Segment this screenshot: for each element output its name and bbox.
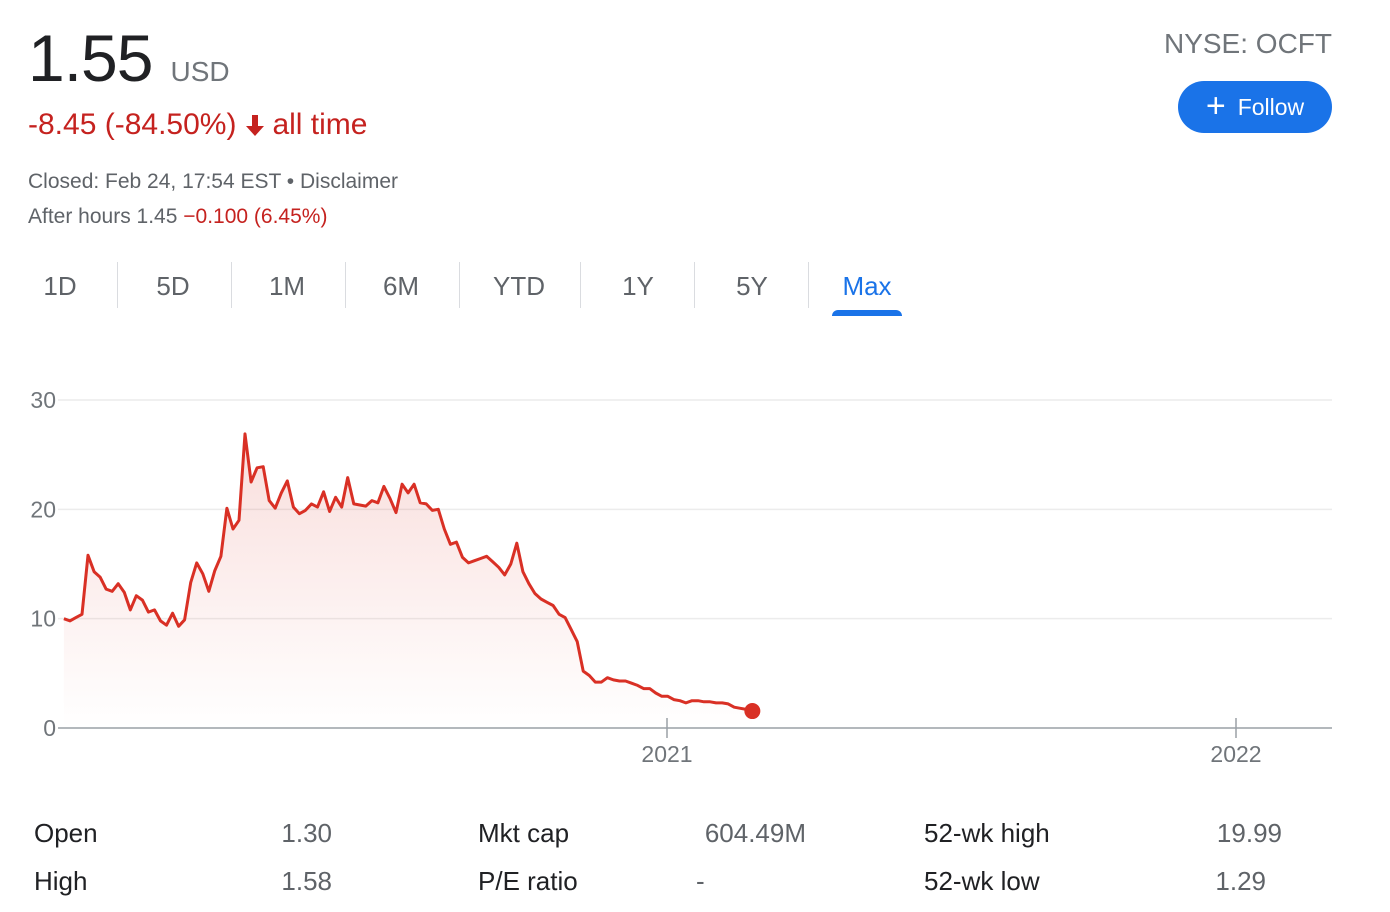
after-hours: After hours 1.45 −0.100 (6.45%): [28, 205, 327, 229]
price-area: [63, 433, 753, 728]
price-chart: 0 10 20 30 2021 2022: [30, 387, 1332, 767]
tab-1m[interactable]: 1M: [232, 260, 342, 316]
tab-divider: [580, 262, 581, 308]
tab-divider: [345, 262, 346, 308]
ticker-symbol: NYSE: OCFT: [1163, 28, 1332, 59]
last-price-dot: [744, 703, 761, 720]
price-header: 1.55 USD: [28, 18, 230, 98]
arrow-down-icon: [246, 115, 265, 136]
stat-value-high: 1.58: [281, 866, 332, 896]
currency: USD: [170, 56, 230, 87]
x-tick-label: 2022: [1210, 741, 1261, 767]
stat-label-mkt-cap: Mkt cap: [478, 818, 570, 848]
tab-1y[interactable]: 1Y: [583, 260, 693, 316]
disclaimer-link[interactable]: Disclaimer: [299, 170, 398, 193]
tab-divider: [117, 262, 118, 308]
tab-1d[interactable]: 1D: [5, 260, 115, 316]
market-status: Closed: Feb 24, 17:54 EST • Disclaimer: [28, 170, 398, 194]
current-price: 1.55: [28, 21, 153, 95]
tab-label: 1M: [268, 271, 306, 301]
tab-label: Max: [842, 271, 892, 301]
tab-ytd[interactable]: YTD: [464, 260, 574, 316]
tab-label: 5Y: [736, 271, 768, 301]
stat-label-open: Open: [34, 818, 98, 848]
tab-divider: [808, 262, 809, 308]
y-tick-label: 30: [30, 387, 56, 413]
change-period: all time: [272, 108, 368, 141]
closed-time: Closed: Feb 24, 17:54 EST: [28, 170, 281, 193]
follow-label: Follow: [1237, 93, 1305, 120]
separator-dot: •: [286, 170, 295, 193]
stat-value-mkt-cap: 604.49M: [704, 818, 806, 848]
stat-value-52wk-low: 1.29: [1215, 866, 1266, 896]
y-tick-label: 20: [30, 496, 56, 522]
y-tick-label: 10: [30, 606, 56, 632]
tab-label: 6M: [382, 271, 420, 301]
tab-max[interactable]: Max: [832, 260, 902, 316]
tab-divider: [459, 262, 460, 308]
price-line: [63, 432, 753, 713]
stat-label-high: High: [34, 866, 88, 896]
stat-value-pe-ratio: -: [696, 866, 705, 896]
change-value: -8.45 (-84.50%): [28, 108, 237, 141]
tab-label: 1D: [43, 271, 77, 301]
tab-label: 5D: [156, 271, 190, 301]
tab-5d[interactable]: 5D: [118, 260, 228, 316]
x-tick-label: 2021: [641, 741, 692, 767]
stat-label-52wk-low: 52-wk low: [924, 866, 1040, 896]
plus-icon: +: [1205, 86, 1226, 125]
stat-label-52wk-high: 52-wk high: [924, 818, 1050, 848]
tab-divider: [694, 262, 695, 308]
stat-value-open: 1.30: [281, 818, 332, 848]
after-hours-change: −0.100 (6.45%): [183, 205, 328, 228]
tab-label: YTD: [493, 271, 545, 301]
tab-divider: [231, 262, 232, 308]
follow-button[interactable]: + Follow: [1178, 81, 1332, 133]
tab-label: 1Y: [622, 271, 654, 301]
stat-label-pe-ratio: P/E ratio: [478, 866, 578, 896]
range-tabs: 1D 5D 1M 6M YTD 1Y 5Y Max: [0, 260, 920, 316]
after-hours-price: After hours 1.45: [28, 205, 178, 228]
tab-6m[interactable]: 6M: [346, 260, 456, 316]
active-tab-indicator: [832, 310, 902, 316]
price-change: -8.45 (-84.50%) all time: [28, 108, 367, 142]
stat-value-52wk-high: 19.99: [1216, 818, 1282, 848]
stats-table: Open 1.30 High 1.58 Mkt cap 604.49M P/E …: [34, 810, 1334, 910]
tab-5y[interactable]: 5Y: [697, 260, 807, 316]
y-tick-label: 0: [43, 715, 56, 741]
